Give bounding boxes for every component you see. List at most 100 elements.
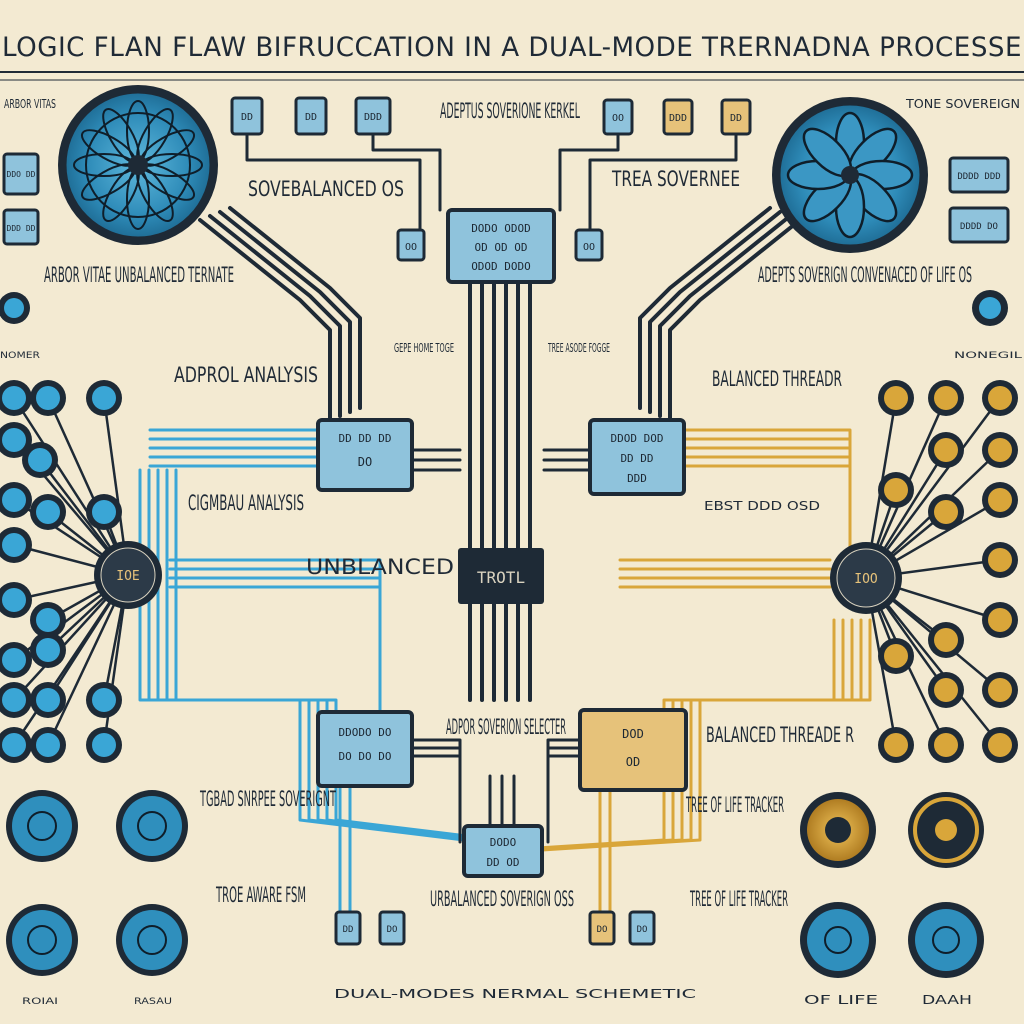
top-tile-2-label: DD bbox=[305, 112, 317, 123]
diagram-title: LOGIC FLAN FLAW BIFRUCCATION IN A DUAL-M… bbox=[2, 32, 1022, 63]
node-right-node-core-14 bbox=[934, 733, 958, 757]
node-left-node-core-4 bbox=[28, 448, 52, 472]
medallion-bottom-left-2 bbox=[116, 790, 188, 862]
side-tile-left-2-label: DDD DD bbox=[7, 224, 36, 233]
node-left-node-core-18 bbox=[92, 500, 116, 524]
node-left-node-core-7 bbox=[2, 533, 26, 557]
label-tone-sovereign: TONE SOVEREIGN bbox=[905, 97, 1020, 111]
diag-right-2 bbox=[648, 210, 782, 414]
chip-mid-right-line-3: DDD bbox=[627, 472, 647, 485]
label-tree-asode: TREE ASODE FOGGE bbox=[547, 341, 610, 355]
hub-left: IOE bbox=[94, 541, 162, 609]
chip-low-right-line-1: DOD bbox=[622, 727, 644, 741]
side-tile-right-2: DDDD DO bbox=[948, 206, 1010, 244]
node-left-node-core-14 bbox=[92, 688, 116, 712]
node-left-node-core-6 bbox=[36, 500, 60, 524]
label-tgbad-sovereignt: TGBAD SNRPEE SOVERIGNT bbox=[200, 787, 337, 811]
node-left-node-core-8 bbox=[2, 588, 26, 612]
node-right-node-core-1 bbox=[934, 386, 958, 410]
label-gepe-mode: GEPE HOME TOGE bbox=[394, 341, 454, 355]
node-right-node-core-3 bbox=[934, 438, 958, 462]
diag-right-0 bbox=[668, 218, 802, 422]
diag-right-3 bbox=[638, 206, 772, 410]
label-bottom-left-b: RASAU bbox=[134, 997, 172, 1007]
node-right-node-core-6 bbox=[934, 500, 958, 524]
node-tree-right bbox=[864, 380, 1018, 763]
chip-selector-line-2: DD OD bbox=[486, 856, 519, 869]
top-tile-6: DD bbox=[720, 98, 752, 136]
side-tile-left-1: DDO DD bbox=[2, 152, 40, 196]
node-left-node-core-11 bbox=[36, 638, 60, 662]
chip-center: TROTL bbox=[458, 548, 544, 604]
bottom-tile-3-label: DO bbox=[597, 925, 608, 935]
label-balanced-threadr: BALANCED THREADR bbox=[712, 367, 842, 391]
chip-mid-left-line-1: DD DD DD bbox=[339, 432, 392, 445]
gold-h-upper-1 bbox=[682, 437, 852, 531]
medallion-bottom-right-4 bbox=[908, 902, 984, 978]
node-right-node-core-11 bbox=[934, 678, 958, 702]
top-tile-2: DD bbox=[294, 96, 328, 136]
bottom-tile-4: DO bbox=[628, 910, 656, 946]
side-tile-left-2: DDD DD bbox=[2, 208, 40, 246]
label-tree-tracker-top: TREE OF LIFE TRACKER bbox=[686, 793, 784, 817]
label-bottom-left-a: ROIAI bbox=[22, 997, 58, 1007]
footer-caption: DUAL-MODES NERMAL SCHEMETIC bbox=[334, 987, 696, 1001]
chip-mid-right-line-1: DDOD DOD bbox=[611, 432, 664, 445]
chip-mid-right-line-2: DD DD bbox=[620, 452, 653, 465]
dark-low-left-1 bbox=[410, 746, 462, 836]
label-cigmbau-analysis: CIGMBAU ANALYSIS bbox=[188, 491, 304, 515]
chip-low-right-line-2: OD bbox=[626, 755, 640, 769]
node-left-link-0 bbox=[12, 397, 130, 576]
node-left-link-15 bbox=[12, 574, 130, 746]
node-left-node-core-17 bbox=[92, 733, 116, 757]
node-right-node-core-13 bbox=[884, 733, 908, 757]
node-right-node-core-0 bbox=[884, 386, 908, 410]
chip-low-left-line-2: DO DO DO bbox=[339, 750, 392, 763]
medallion-bottom-left-4 bbox=[116, 904, 188, 976]
side-tile-right-1-label: DDDD DDD bbox=[957, 172, 1000, 182]
trace-bundles bbox=[138, 132, 872, 914]
label-adprol-analysis: ADPROL ANALYSIS bbox=[174, 363, 318, 387]
top-tile-3-label: DDD bbox=[364, 112, 382, 123]
node-left-node-core-9 bbox=[36, 608, 60, 632]
label-tree-aware-fsm: TROE AWARE FSM bbox=[216, 883, 306, 907]
node-left-node-core-2 bbox=[92, 386, 116, 410]
chip-mid-right: DDOD DOD DD DD DDD bbox=[588, 418, 686, 496]
bottom-tile-2-label: DO bbox=[387, 925, 398, 935]
label-adepts-sovereign: ADEPTS SOVERIGN CONVENACED OF LIFE OS bbox=[758, 263, 972, 287]
medallion-bottom-right-1 bbox=[800, 792, 876, 868]
chip-center-label: TROTL bbox=[477, 568, 525, 587]
label-arbor-top-left: ARBOR VITAS bbox=[4, 97, 56, 111]
mandala-right bbox=[772, 97, 928, 253]
node-top-left-small bbox=[0, 292, 30, 324]
label-bottom-right-a: OF LIFE bbox=[804, 993, 878, 1007]
top-tile-5-label: DDD bbox=[669, 113, 687, 124]
node-right-node-core-9 bbox=[988, 608, 1012, 632]
chip-low-left: DDODO DO DO DO DO bbox=[316, 710, 414, 788]
top-tile-4: OO bbox=[602, 98, 634, 136]
node-left-node-core-15 bbox=[2, 733, 26, 757]
side-tile-right-1: DDDD DDD bbox=[948, 156, 1010, 194]
label-left-small-bottom: NOMER bbox=[0, 351, 40, 361]
label-ebst-ode: EBST DDD OSD bbox=[704, 499, 820, 513]
label-adpor-selector: ADPOR SOVERION SELECTER bbox=[446, 715, 566, 739]
label-sovebalanced-os: SOVEBALANCED OS bbox=[248, 177, 404, 201]
chip-low-right: DOD OD bbox=[578, 708, 688, 792]
node-tree-left bbox=[0, 380, 130, 763]
node-left-node-core-10 bbox=[2, 648, 26, 672]
top-tile-4-label: OO bbox=[612, 113, 624, 124]
medallion-bottom-right-2 bbox=[908, 792, 984, 868]
diag-left-0 bbox=[198, 218, 332, 422]
node-right-link-2 bbox=[864, 397, 1002, 579]
bottom-tile-1: DD bbox=[334, 910, 362, 946]
chip-kernel-line-3: ODOD DODO bbox=[471, 260, 531, 273]
node-right-node-core-16 bbox=[884, 644, 908, 668]
port-right-label: OO bbox=[583, 242, 595, 253]
dark-low-right-1 bbox=[546, 746, 582, 836]
bottom-tile-4-label: DO bbox=[637, 925, 648, 935]
label-unbalanced-sovereign: URBALANCED SOVERIGN OSS bbox=[430, 887, 574, 911]
top-tile-1: DD bbox=[230, 96, 264, 136]
blue-mid-0 bbox=[168, 558, 382, 702]
